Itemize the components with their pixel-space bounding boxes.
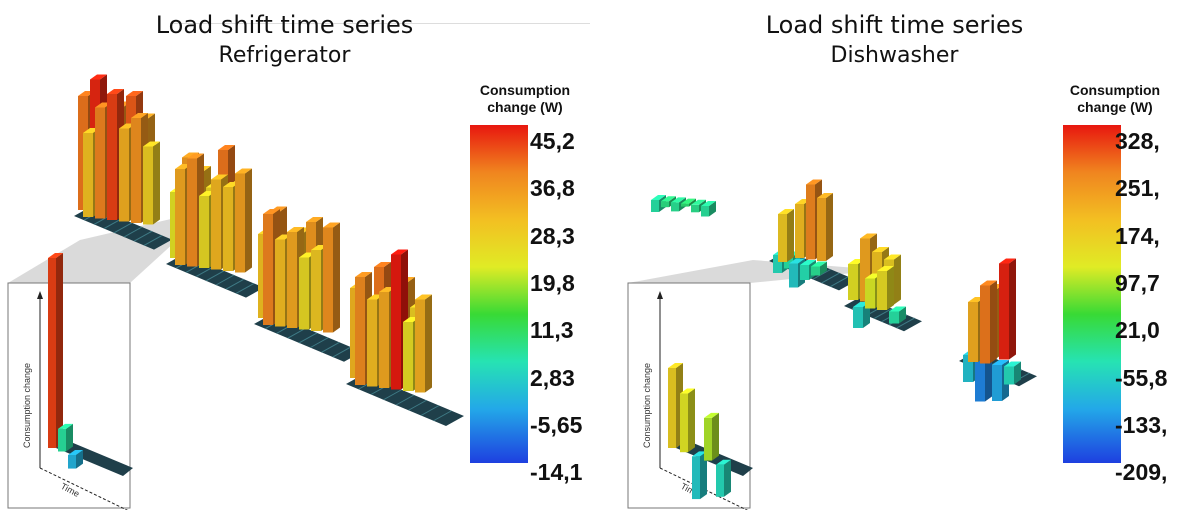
bar	[999, 258, 1016, 360]
bar	[811, 261, 827, 276]
bar	[817, 193, 833, 261]
colorbar-tick-label: 36,8	[530, 175, 575, 202]
bar	[877, 266, 894, 310]
bar	[58, 423, 73, 452]
colorbar-title-line1: Consumption	[479, 82, 571, 98]
bar	[980, 280, 997, 364]
colorbar-tick-label: -55,8	[1115, 364, 1168, 391]
colorbar-tick-label: 328,	[1115, 128, 1160, 154]
colorbar-title-dishwasher: Consumption change (W)	[1055, 82, 1175, 116]
colorbar-title-line2: change (W)	[487, 99, 563, 115]
chart-title-dishwasher: Load shift time series	[765, 11, 1024, 39]
inset-platform	[56, 440, 133, 476]
bar	[323, 222, 340, 333]
bar	[681, 198, 696, 207]
bar	[68, 450, 83, 469]
colorbar-title-line2: change (W)	[1077, 99, 1153, 115]
inset-frame	[7, 282, 131, 509]
colorbar-tick-label: 2,83	[530, 364, 575, 391]
bar	[716, 459, 731, 497]
bar	[680, 388, 695, 453]
colorbar-refrigerator	[470, 125, 528, 463]
bar	[1004, 361, 1021, 385]
refrigerator-panel: Load shift time series Refrigerator Cons…	[7, 11, 590, 510]
colorbar-tick-label: -14,1	[530, 459, 583, 486]
inset-x-axis	[39, 467, 128, 510]
colorbar-dishwasher	[1063, 125, 1121, 463]
bar	[48, 253, 63, 448]
bar	[415, 294, 432, 393]
colorbar-tick-label: 174,	[1115, 222, 1160, 249]
colorbar-tick-label: 97,7	[1115, 269, 1160, 296]
bar	[704, 412, 719, 461]
inset-ylabel: Consumption change	[22, 363, 32, 448]
chart-subtitle-dishwasher: Dishwasher	[830, 43, 959, 68]
bar	[778, 209, 794, 262]
colorbar-tick-label: 21,0	[1115, 317, 1160, 344]
colorbar-tick-label: -209,	[1115, 459, 1168, 486]
bar	[235, 168, 252, 273]
bar	[143, 141, 160, 225]
chart-subtitle-refrigerator: Refrigerator	[218, 43, 351, 68]
colorbar-tick-label: 11,3	[530, 317, 574, 344]
chart-title-refrigerator: Load shift time series	[155, 11, 414, 39]
colorbar-title-refrigerator: Consumption change (W)	[470, 82, 580, 116]
colorbar-tick-label: 28,3	[530, 222, 575, 249]
colorbar-tick-label: -133,	[1115, 411, 1168, 438]
dishwasher-panel: Load shift time series Dishwasher Consum…	[593, 0, 1186, 510]
inset-ylabel: Consumption change	[642, 363, 652, 448]
colorbar-tick-label: 45,2	[530, 128, 575, 154]
bar	[701, 201, 716, 217]
colorbar-title-line1: Consumption	[1069, 82, 1161, 98]
colorbar-tick-label: 251,	[1115, 175, 1160, 202]
panel-top-line	[170, 23, 590, 24]
bar	[692, 451, 707, 500]
bar	[889, 306, 906, 324]
colorbar-tick-label: -5,65	[530, 411, 583, 438]
colorbar-tick-label: 19,8	[530, 269, 575, 296]
